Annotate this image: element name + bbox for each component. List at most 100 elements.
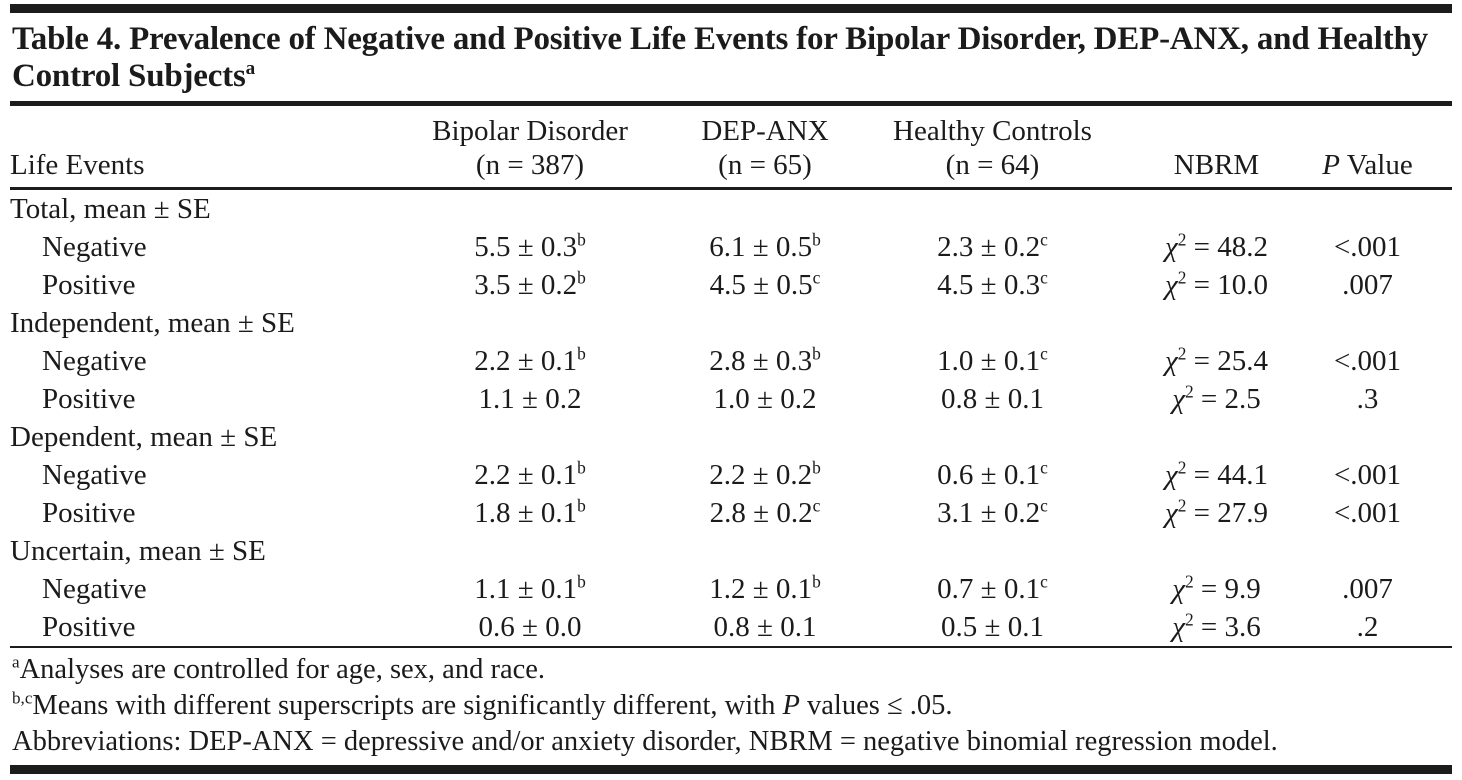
table-footnotes: aAnalyses are controlled for age, sex, a… (10, 648, 1452, 765)
footnote-bc-text-post: values ≤ .05. (799, 690, 953, 722)
cell-superscript: b (577, 343, 586, 364)
cell-superscript: b (577, 495, 586, 516)
cell-nbrm: χ2 = 9.9 (1150, 570, 1283, 608)
cell-superscript: c (1040, 457, 1048, 478)
cell-p-value: <.001 (1333, 459, 1402, 492)
chi-symbol: χ (1164, 459, 1178, 492)
cell-depanx: 0.8 ± 0.1 (695, 608, 835, 647)
cell-value: 2.8 ± 0.3 (709, 345, 813, 378)
cell-superscript: b (577, 457, 586, 478)
footnote-bc-marker: b,c (12, 688, 33, 708)
chi-exponent: 2 (1184, 381, 1194, 402)
cell-superscript: c (1040, 495, 1048, 516)
cell-healthy: 4.5 ± 0.3c (835, 266, 1150, 304)
title-separator-rule (10, 100, 1452, 106)
row-dependent-positive: Positive 1.8 ± 0.1b 2.8 ± 0.2c 3.1 ± 0.2… (10, 494, 1452, 532)
cell-p-value: <.001 (1333, 231, 1402, 264)
cell-bipolar: 0.6 ± 0.0 (365, 608, 695, 647)
life-events-table: Life Events Bipolar Disorder (n = 387) D… (10, 105, 1452, 649)
section-uncertain: Uncertain, mean ± SE (10, 532, 1452, 570)
row-label: Negative (42, 345, 147, 378)
cell-p-value: <.001 (1333, 497, 1402, 530)
header-row: Life Events Bipolar Disorder (n = 387) D… (10, 105, 1452, 191)
row-label: Positive (42, 269, 136, 302)
cell-value: 6.1 ± 0.5 (709, 231, 813, 264)
cell-superscript: b (812, 571, 821, 592)
cell-nbrm: χ2 = 2.5 (1150, 380, 1283, 418)
cell-superscript: c (1040, 343, 1048, 364)
cell-nbrm: χ2 = 3.6 (1150, 608, 1283, 647)
col-header-life-events: Life Events (10, 105, 365, 191)
cell-healthy: 1.0 ± 0.1c (835, 342, 1150, 380)
cell-p-value: .007 (1342, 269, 1393, 302)
cell-value: 2.2 ± 0.2 (709, 459, 813, 492)
footnote-a-text: Analyses are controlled for age, sex, an… (19, 654, 546, 686)
cell-nbrm: χ2 = 27.9 (1150, 494, 1283, 532)
cell-value: 3.5 ± 0.2 (474, 269, 578, 302)
cell-p-value: <.001 (1333, 345, 1402, 378)
cell-bipolar: 1.1 ± 0.2 (365, 380, 695, 418)
row-total-positive: Positive 3.5 ± 0.2b 4.5 ± 0.5c 4.5 ± 0.3… (10, 266, 1452, 304)
bottom-rule (10, 765, 1452, 775)
row-label: Negative (42, 231, 147, 264)
cell-value: 1.8 ± 0.1 (474, 497, 578, 530)
cell-value: 1.0 ± 0.2 (713, 383, 817, 416)
cell-bipolar: 1.1 ± 0.1b (365, 570, 695, 608)
cell-healthy: 0.8 ± 0.1 (835, 380, 1150, 418)
cell-value: 2.8 ± 0.2 (709, 497, 813, 530)
cell-depanx: 2.2 ± 0.2b (695, 456, 835, 494)
col-header-bipolar-name: Bipolar Disorder (432, 114, 628, 147)
col-header-bipolar-n: (n = 387) (475, 149, 585, 182)
chi-symbol: χ (1164, 345, 1178, 378)
cell-value: 5.5 ± 0.3 (474, 231, 578, 264)
row-uncertain-positive: Positive 0.6 ± 0.0 0.8 ± 0.1 0.5 ± 0.1 χ… (10, 608, 1452, 647)
chi-symbol: χ (1172, 383, 1185, 416)
cell-value: 3.1 ± 0.2 (937, 497, 1041, 530)
section-label: Uncertain, mean ± SE (10, 535, 266, 568)
cell-superscript: b (577, 267, 586, 288)
cell-nbrm: χ2 = 10.0 (1150, 266, 1283, 304)
cell-healthy: 3.1 ± 0.2c (835, 494, 1150, 532)
col-header-healthy-n: (n = 64) (945, 149, 1040, 182)
cell-value: 0.8 ± 0.1 (713, 611, 817, 644)
cell-healthy: 0.6 ± 0.1c (835, 456, 1150, 494)
cell-bipolar: 2.2 ± 0.1b (365, 342, 695, 380)
cell-nbrm: χ2 = 48.2 (1150, 228, 1283, 266)
col-header-healthy-controls: Healthy Controls (n = 64) (835, 105, 1150, 191)
cell-depanx: 1.0 ± 0.2 (695, 380, 835, 418)
chi-value: = 10.0 (1186, 269, 1269, 302)
cell-value: 1.2 ± 0.1 (709, 573, 813, 606)
col-header-depanx-n: (n = 65) (718, 149, 812, 182)
section-total: Total, mean ± SE (10, 189, 1452, 229)
row-label: Positive (42, 497, 136, 530)
col-header-depanx: DEP-ANX (n = 65) (695, 105, 835, 191)
chi-symbol: χ (1172, 611, 1185, 644)
cell-bipolar: 5.5 ± 0.3b (365, 228, 695, 266)
chi-symbol: χ (1164, 269, 1178, 302)
cell-value: 0.6 ± 0.0 (478, 611, 582, 644)
col-header-bipolar: Bipolar Disorder (n = 387) (365, 105, 695, 191)
top-rule (10, 4, 1452, 13)
col-header-nbrm: NBRM (1150, 105, 1283, 191)
cell-value: 2.2 ± 0.1 (474, 459, 578, 492)
table-title-footnote-marker: a (245, 57, 256, 79)
cell-value: 0.6 ± 0.1 (937, 459, 1041, 492)
chi-exponent: 2 (1177, 343, 1187, 364)
col-header-healthy-name: Healthy Controls (893, 114, 1092, 147)
row-dependent-negative: Negative 2.2 ± 0.1b 2.2 ± 0.2b 0.6 ± 0.1… (10, 456, 1452, 494)
row-label: Negative (42, 459, 147, 492)
col-header-p-value: P Value (1283, 105, 1452, 191)
row-uncertain-negative: Negative 1.1 ± 0.1b 1.2 ± 0.1b 0.7 ± 0.1… (10, 570, 1452, 608)
cell-superscript: c (812, 495, 821, 516)
chi-exponent: 2 (1184, 571, 1194, 592)
row-independent-negative: Negative 2.2 ± 0.1b 2.8 ± 0.3 b 1.0 ± 0.1… (10, 342, 1452, 380)
row-independent-positive: Positive 1.1 ± 0.2 1.0 ± 0.2 0.8 ± 0.1 χ… (10, 380, 1452, 418)
row-total-negative: Negative 5.5 ± 0.3b 6.1 ± 0.5b 2.3 ± 0.2… (10, 228, 1452, 266)
chi-exponent: 2 (1177, 267, 1187, 288)
chi-value: = 3.6 (1193, 611, 1261, 644)
cell-superscript: c (1040, 229, 1048, 250)
section-label: Independent, mean ± SE (10, 307, 295, 340)
chi-exponent: 2 (1177, 495, 1187, 516)
cell-value: 4.5 ± 0.3 (937, 269, 1041, 302)
